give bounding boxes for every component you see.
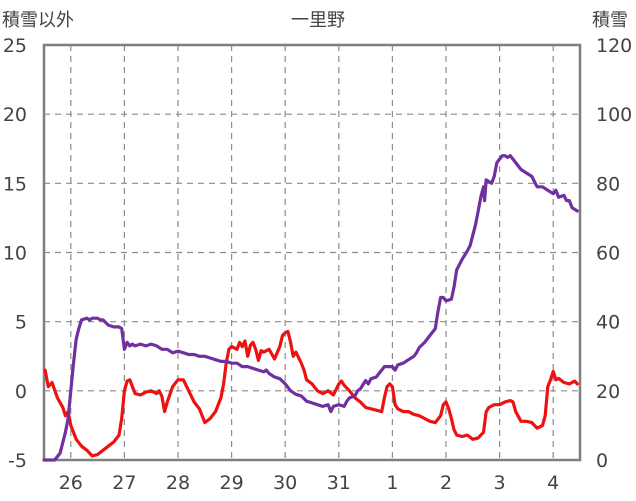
left-axis-label: 積雪以外 [2,10,74,31]
chart-title: 一里野 [291,10,345,31]
right-tick-label-100: 100 [596,104,632,126]
left-tick-label-5: 5 [15,312,27,334]
series-layer [42,154,579,462]
x-tick-label-26: 26 [59,472,83,494]
x-tick-label-28: 28 [166,472,190,494]
right-tick-label-20: 20 [596,381,620,403]
left-axis-tick-labels: -5 0 5 10 15 20 25 [3,35,27,472]
gridlines [44,45,580,460]
series-line-other-elements [43,329,579,458]
x-tick-label-27: 27 [112,472,136,494]
x-axis-tick-labels: 26 27 28 29 30 31 1 2 3 4 [59,472,560,494]
x-tick-label-29: 29 [220,472,244,494]
series-line-snow-depth [42,154,579,462]
right-axis-label: 積雪 [592,10,628,31]
x-tick-label-3: 3 [494,472,506,494]
right-tick-label-120: 120 [596,35,632,57]
left-tick-label-15: 15 [3,173,27,195]
right-axis-tick-labels: 0 20 40 60 80 100 120 [596,35,632,472]
x-tick-label-30: 30 [273,472,297,494]
left-tick-label-0: 0 [15,381,27,403]
x-tick-label-31: 31 [327,472,351,494]
x-tick-label-1: 1 [386,472,398,494]
left-tick-label-10: 10 [3,243,27,265]
right-tick-label-0: 0 [596,450,608,472]
left-tick-label-20: 20 [3,104,27,126]
right-tick-label-80: 80 [596,173,620,195]
x-tick-label-2: 2 [440,472,452,494]
right-tick-label-40: 40 [596,312,620,334]
left-tick-label--5: -5 [8,450,27,472]
right-tick-label-60: 60 [596,243,620,265]
left-tick-label-25: 25 [3,35,27,57]
x-tick-label-4: 4 [547,472,559,494]
plot-area-frame [42,43,582,462]
